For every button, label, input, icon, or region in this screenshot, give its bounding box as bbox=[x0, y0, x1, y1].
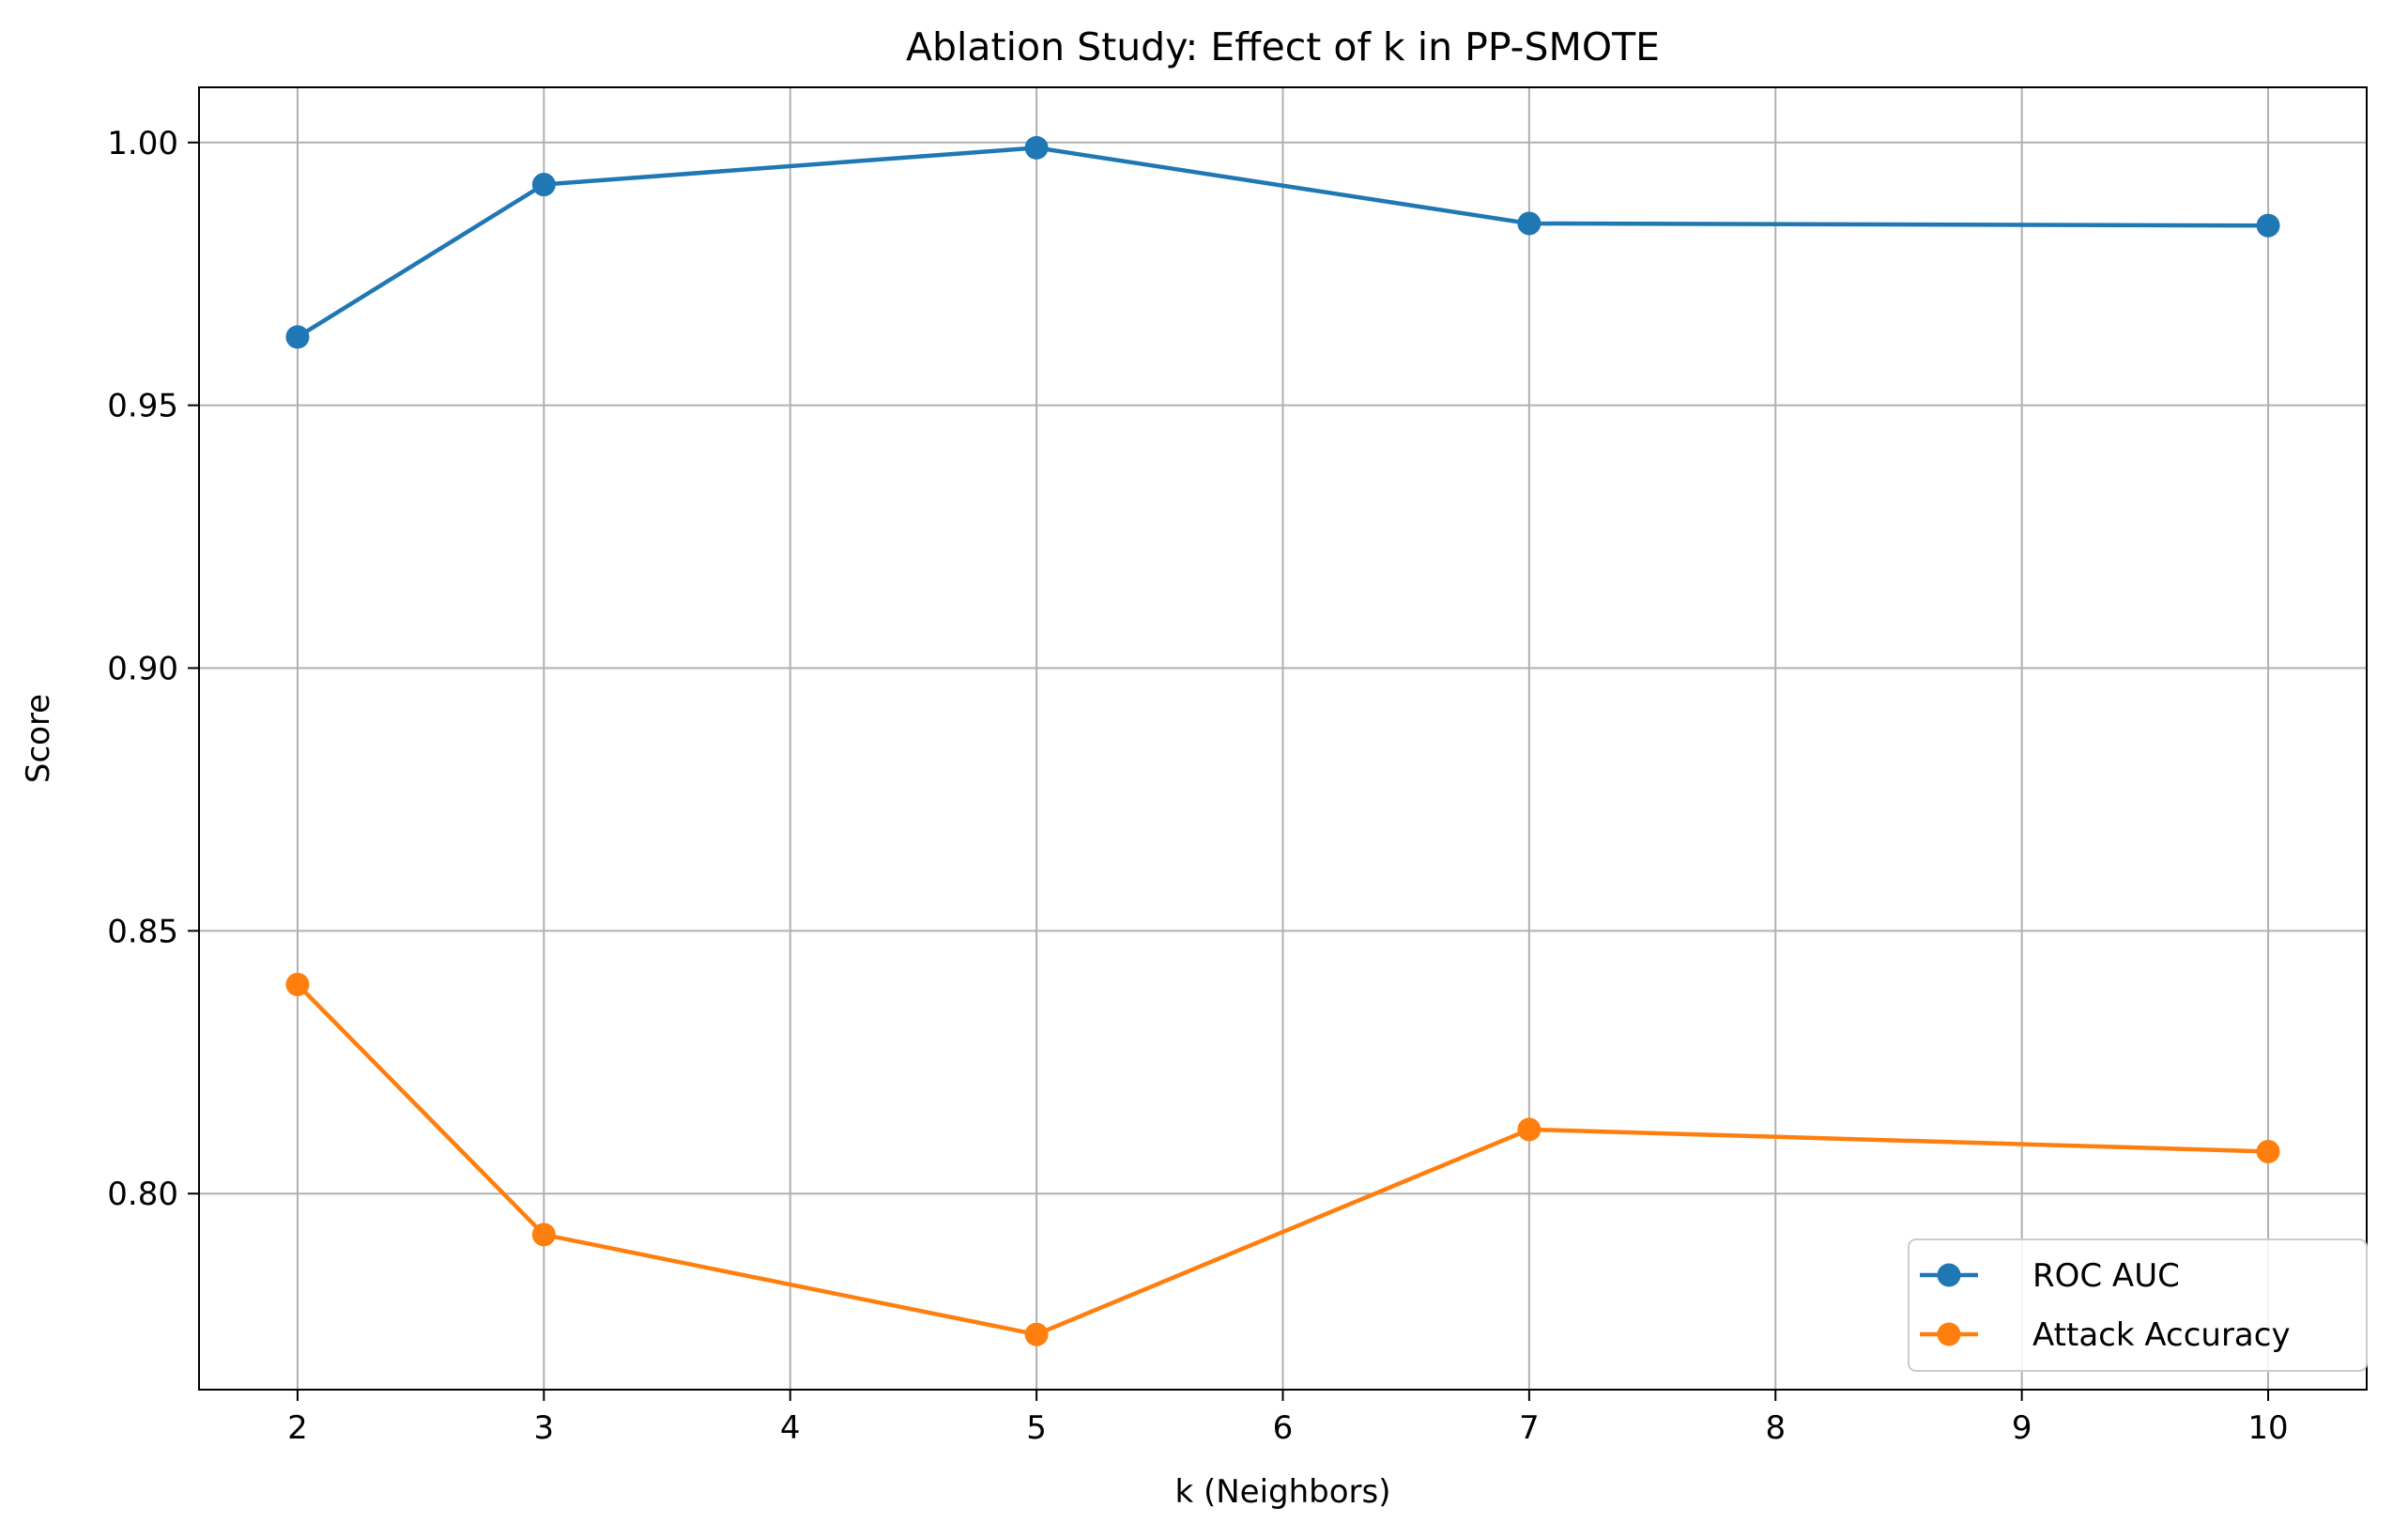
legend-marker bbox=[1937, 1263, 1961, 1287]
series-attack-accuracy bbox=[285, 972, 2280, 1346]
data-point bbox=[531, 1223, 556, 1247]
x-axis-label: k (Neighbors) bbox=[1174, 1473, 1390, 1511]
x-tick-label: 3 bbox=[534, 1409, 555, 1447]
x-tick-label: 7 bbox=[1519, 1409, 1540, 1447]
data-point bbox=[285, 325, 310, 349]
y-tick-label: 0.85 bbox=[107, 913, 178, 950]
chart-title: Ablation Study: Effect of k in PP-SMOTE bbox=[906, 24, 1660, 69]
y-tick-label: 0.90 bbox=[107, 650, 178, 687]
data-point bbox=[1024, 1322, 1049, 1346]
data-point bbox=[285, 972, 310, 996]
legend-item: ROC AUC bbox=[1920, 1257, 2180, 1295]
x-tick-label: 6 bbox=[1273, 1409, 1294, 1447]
data-point bbox=[1517, 211, 1541, 236]
data-point bbox=[1517, 1117, 1541, 1142]
x-tick-label: 10 bbox=[2247, 1409, 2288, 1447]
x-tick-label: 2 bbox=[287, 1409, 308, 1447]
series-roc-auc bbox=[285, 135, 2280, 349]
data-point bbox=[1024, 135, 1049, 160]
data-point bbox=[2256, 213, 2280, 238]
legend-item: Attack Accuracy bbox=[1920, 1316, 2291, 1354]
data-point bbox=[531, 173, 556, 197]
data-point bbox=[2256, 1139, 2280, 1163]
grid-lines bbox=[199, 87, 2367, 1390]
y-tick-label: 1.00 bbox=[107, 125, 178, 162]
y-tick-label: 0.80 bbox=[107, 1176, 178, 1213]
series-group bbox=[285, 135, 2280, 1346]
x-tick-label: 4 bbox=[780, 1409, 801, 1447]
legend-label: ROC AUC bbox=[2032, 1257, 2180, 1295]
y-axis-label: Score bbox=[20, 694, 57, 783]
legend: ROC AUC Attack Accuracy bbox=[1908, 1238, 2368, 1372]
x-tick-label: 8 bbox=[1765, 1409, 1786, 1447]
x-tick-label: 5 bbox=[1026, 1409, 1047, 1447]
legend-box bbox=[1908, 1238, 2368, 1372]
x-tick-label: 9 bbox=[2012, 1409, 2032, 1447]
axis-ticks: 2 3 4 5 6 7 8 9 10 0.80 0.85 0.90 0.95 1.00 bbox=[107, 125, 2288, 1447]
y-tick-label: 0.95 bbox=[107, 388, 178, 425]
legend-label: Attack Accuracy bbox=[2032, 1316, 2291, 1354]
legend-marker bbox=[1937, 1322, 1961, 1346]
